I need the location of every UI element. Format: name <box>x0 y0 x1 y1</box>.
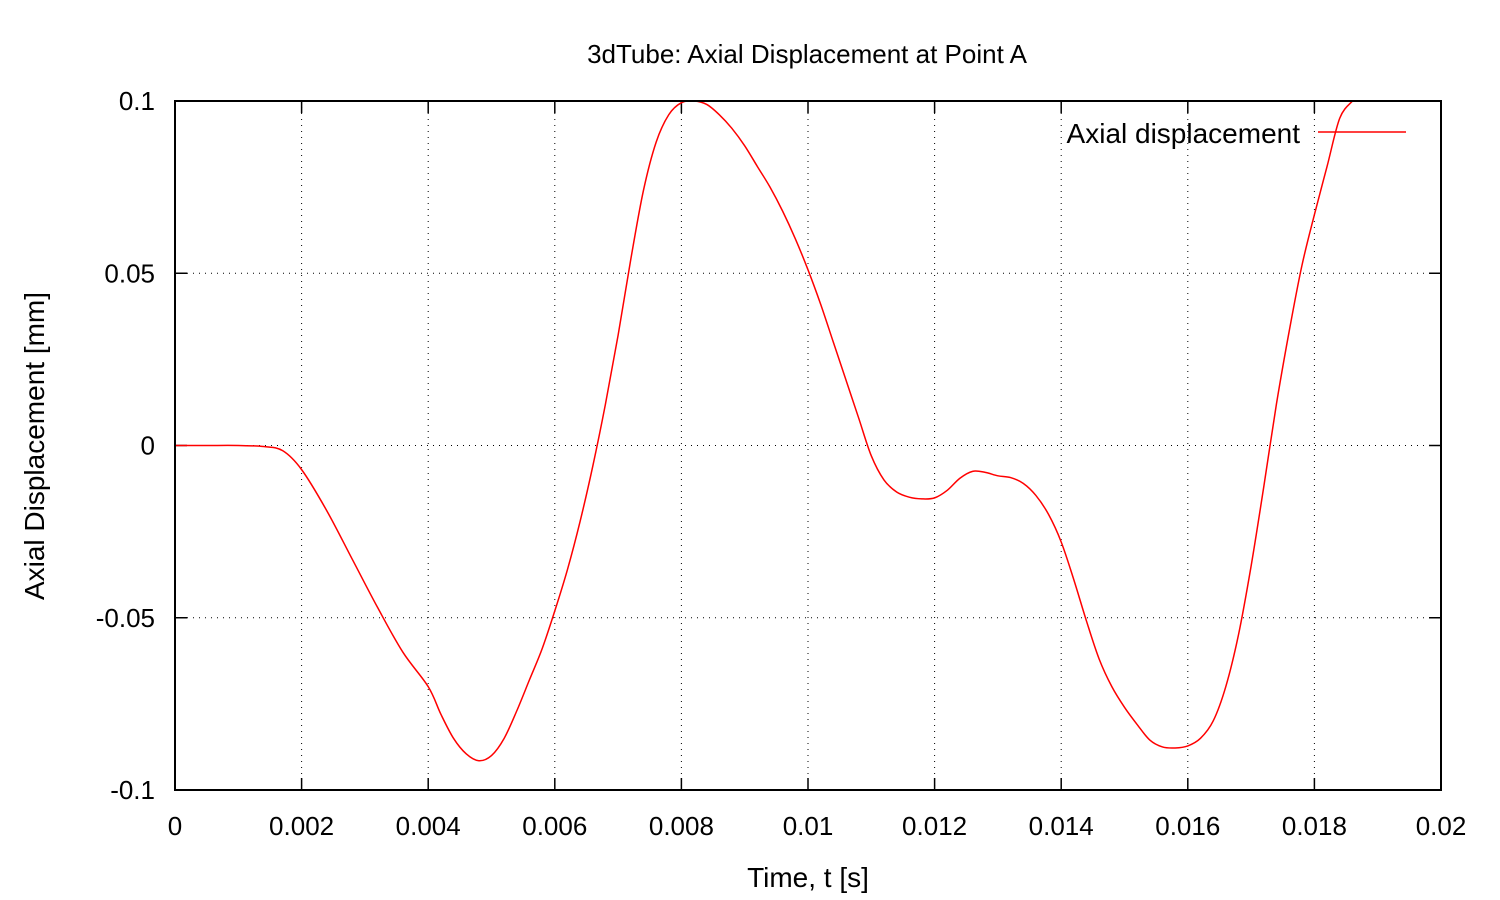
x-tick-label: 0.02 <box>1416 811 1467 841</box>
x-tick-label: 0.002 <box>269 811 334 841</box>
ticks <box>174 100 1442 791</box>
y-axis-label: Axial Displacement [mm] <box>19 292 50 600</box>
series-line-axial-displacement <box>174 100 1353 762</box>
plot-frame <box>174 100 1442 791</box>
grid <box>175 101 1441 790</box>
tick-labels: 0 0.002 0.004 0.006 0.008 0.01 0.012 0.014 0.016… <box>96 86 1467 841</box>
x-tick-label: 0.006 <box>522 811 587 841</box>
y-tick-label: -0.1 <box>110 775 155 805</box>
y-tick-label: 0 <box>141 431 155 461</box>
x-tick-label: 0.004 <box>396 811 461 841</box>
x-tick-label: 0.01 <box>783 811 834 841</box>
y-tick-label: -0.05 <box>96 603 155 633</box>
x-tick-label: 0 <box>168 811 182 841</box>
legend: Axial displacement <box>1067 118 1406 149</box>
x-tick-label: 0.012 <box>902 811 967 841</box>
chart-title: 3dTube: Axial Displacement at Point A <box>587 39 1028 69</box>
legend-label: Axial displacement <box>1067 118 1301 149</box>
x-tick-label: 0.018 <box>1282 811 1347 841</box>
y-tick-label: 0.05 <box>104 258 155 288</box>
x-tick-label: 0.014 <box>1029 811 1094 841</box>
series <box>174 100 1353 762</box>
x-tick-label: 0.008 <box>649 811 714 841</box>
y-tick-label: 0.1 <box>119 86 155 116</box>
x-axis-label: Time, t [s] <box>747 862 869 893</box>
x-tick-label: 0.016 <box>1155 811 1220 841</box>
